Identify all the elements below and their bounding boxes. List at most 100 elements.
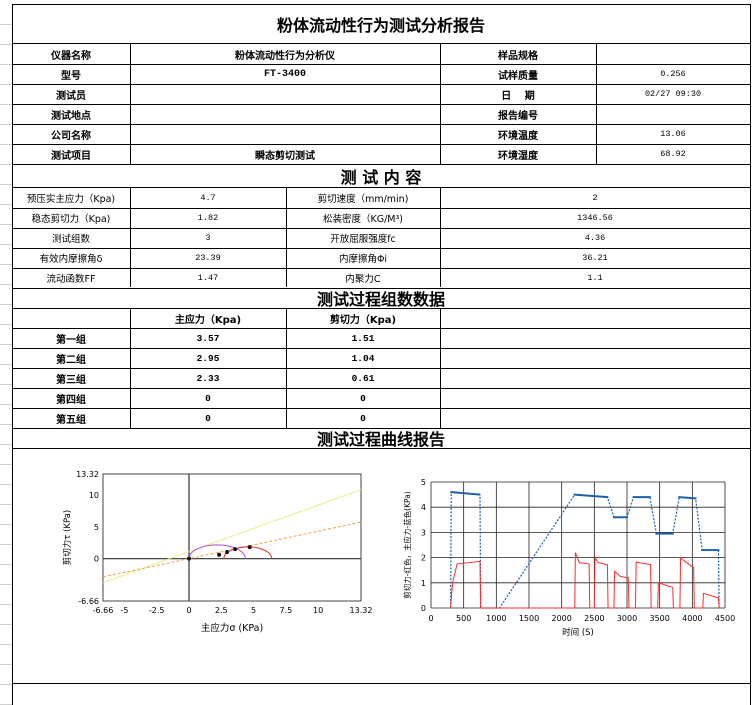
group-sigma: 2.33 bbox=[196, 372, 220, 384]
principal-stress-marker bbox=[456, 491, 459, 494]
y-axis-label: 剪切力τ (KPa) bbox=[62, 510, 73, 565]
group-tau: 1.51 bbox=[351, 332, 375, 344]
y-axis-label: 剪切力-红色，主应力-蓝色(KPa) bbox=[402, 491, 412, 599]
mohr-circle-1 bbox=[223, 546, 273, 559]
row-gridline bbox=[0, 684, 12, 685]
principal-stress-marker bbox=[593, 495, 596, 498]
divider bbox=[130, 187, 131, 287]
row-gridline bbox=[0, 624, 12, 625]
row-gridline bbox=[0, 44, 12, 45]
info-label: 环境温度 bbox=[498, 130, 538, 142]
divider bbox=[12, 208, 751, 209]
row-gridline bbox=[0, 564, 12, 565]
row-gridline bbox=[0, 644, 12, 645]
row-gridline bbox=[0, 24, 12, 25]
principal-stress-marker bbox=[573, 493, 576, 496]
principal-stress-marker bbox=[583, 494, 586, 497]
principal-stress-marker bbox=[622, 516, 625, 519]
row-gridline bbox=[0, 604, 12, 605]
principal-stress-marker bbox=[589, 494, 593, 497]
shear-stress-series bbox=[450, 552, 720, 609]
info-value: 瞬态剪切测试 bbox=[255, 150, 315, 162]
principal-stress-marker bbox=[642, 496, 645, 499]
param-value: 2 bbox=[592, 193, 598, 203]
group-name: 第五组 bbox=[56, 414, 86, 426]
x-tick-label: 5 bbox=[251, 606, 256, 615]
divider bbox=[440, 43, 441, 164]
principal-stress-marker bbox=[614, 516, 617, 519]
divider bbox=[12, 408, 751, 409]
principal-stress-marker bbox=[643, 496, 647, 499]
principal-stress-marker bbox=[692, 497, 696, 500]
principal-stress-marker bbox=[617, 516, 620, 519]
row-gridline bbox=[0, 524, 12, 525]
divider bbox=[12, 4, 13, 705]
param-value: 36.21 bbox=[582, 253, 608, 263]
row-gridline bbox=[0, 484, 12, 485]
x-tick-label: 3500 bbox=[649, 614, 669, 623]
info-label: 测试员 bbox=[56, 90, 86, 102]
principal-stress-marker bbox=[606, 496, 609, 499]
x-tick-label: 2500 bbox=[584, 614, 604, 623]
x-tick-label: 4000 bbox=[682, 614, 702, 623]
principal-stress-marker bbox=[585, 494, 588, 497]
principal-stress-marker bbox=[683, 496, 686, 499]
row-gridline bbox=[0, 304, 12, 305]
principal-stress-marker bbox=[580, 494, 583, 497]
principal-stress-marker bbox=[453, 491, 456, 494]
info-label: 仪器名称 bbox=[51, 50, 91, 62]
principal-stress-marker bbox=[660, 532, 663, 535]
principal-stress-marker bbox=[596, 495, 599, 498]
x-tick-label: -6.66 bbox=[93, 606, 114, 615]
principal-stress-marker bbox=[621, 516, 624, 519]
y-tick-label: -6.66 bbox=[78, 597, 99, 606]
row-gridline bbox=[0, 184, 12, 185]
row-gridline bbox=[0, 124, 12, 125]
column-header: 剪切力（Kpa) bbox=[329, 314, 397, 326]
group-name: 第三组 bbox=[56, 374, 86, 386]
divider bbox=[12, 144, 751, 145]
x-axis-label: 时间 (S) bbox=[562, 627, 594, 638]
param-label: 有效内摩擦角δ bbox=[39, 254, 103, 265]
row-gridline bbox=[0, 104, 12, 105]
data-point bbox=[217, 552, 222, 557]
y-tick-label: 10 bbox=[89, 491, 99, 500]
x-tick-label: 10 bbox=[313, 606, 323, 615]
data-point bbox=[187, 556, 191, 561]
principal-stress-marker bbox=[671, 532, 674, 535]
principal-stress-marker bbox=[647, 496, 650, 499]
x-tick-label: 0 bbox=[428, 614, 433, 623]
info-label: 样品规格 bbox=[498, 50, 538, 62]
y-tick-label: 1 bbox=[421, 579, 426, 588]
row-gridline bbox=[0, 244, 12, 245]
param-value: 1.47 bbox=[197, 273, 219, 283]
principal-stress-marker bbox=[466, 492, 469, 495]
row-gridline bbox=[0, 144, 12, 145]
principal-stress-marker bbox=[578, 493, 581, 497]
principal-stress-marker bbox=[717, 548, 720, 552]
x-axis-label: 主应力σ (KPa) bbox=[201, 622, 263, 634]
principal-stress-marker bbox=[451, 491, 454, 494]
principal-stress-marker bbox=[588, 494, 591, 497]
x-tick-label: -2.5 bbox=[149, 606, 165, 615]
yield-locus-line-0 bbox=[102, 489, 362, 584]
divider bbox=[130, 308, 131, 428]
x-tick-label: 4500 bbox=[715, 614, 735, 623]
principal-stress-marker bbox=[458, 491, 461, 494]
param-label: 稳态剪切力（Kpa) bbox=[31, 214, 111, 225]
principal-stress-marker bbox=[655, 532, 658, 535]
principal-stress-marker bbox=[616, 516, 619, 519]
info-label: 测试地点 bbox=[51, 110, 91, 122]
group-sigma: 3.57 bbox=[196, 332, 220, 344]
divider bbox=[130, 43, 131, 164]
principal-stress-marker bbox=[468, 492, 471, 495]
row-gridline bbox=[0, 504, 12, 505]
info-label: 测试项目 bbox=[51, 150, 91, 162]
info-value: 0.256 bbox=[660, 69, 686, 79]
row-gridline bbox=[0, 204, 12, 205]
principal-stress-marker bbox=[668, 532, 671, 535]
principal-stress-marker bbox=[591, 494, 594, 498]
y-tick-label: 13.32 bbox=[76, 470, 99, 479]
info-value: 68.92 bbox=[660, 149, 686, 159]
section-heading: 测 试 内 容 bbox=[340, 168, 422, 187]
